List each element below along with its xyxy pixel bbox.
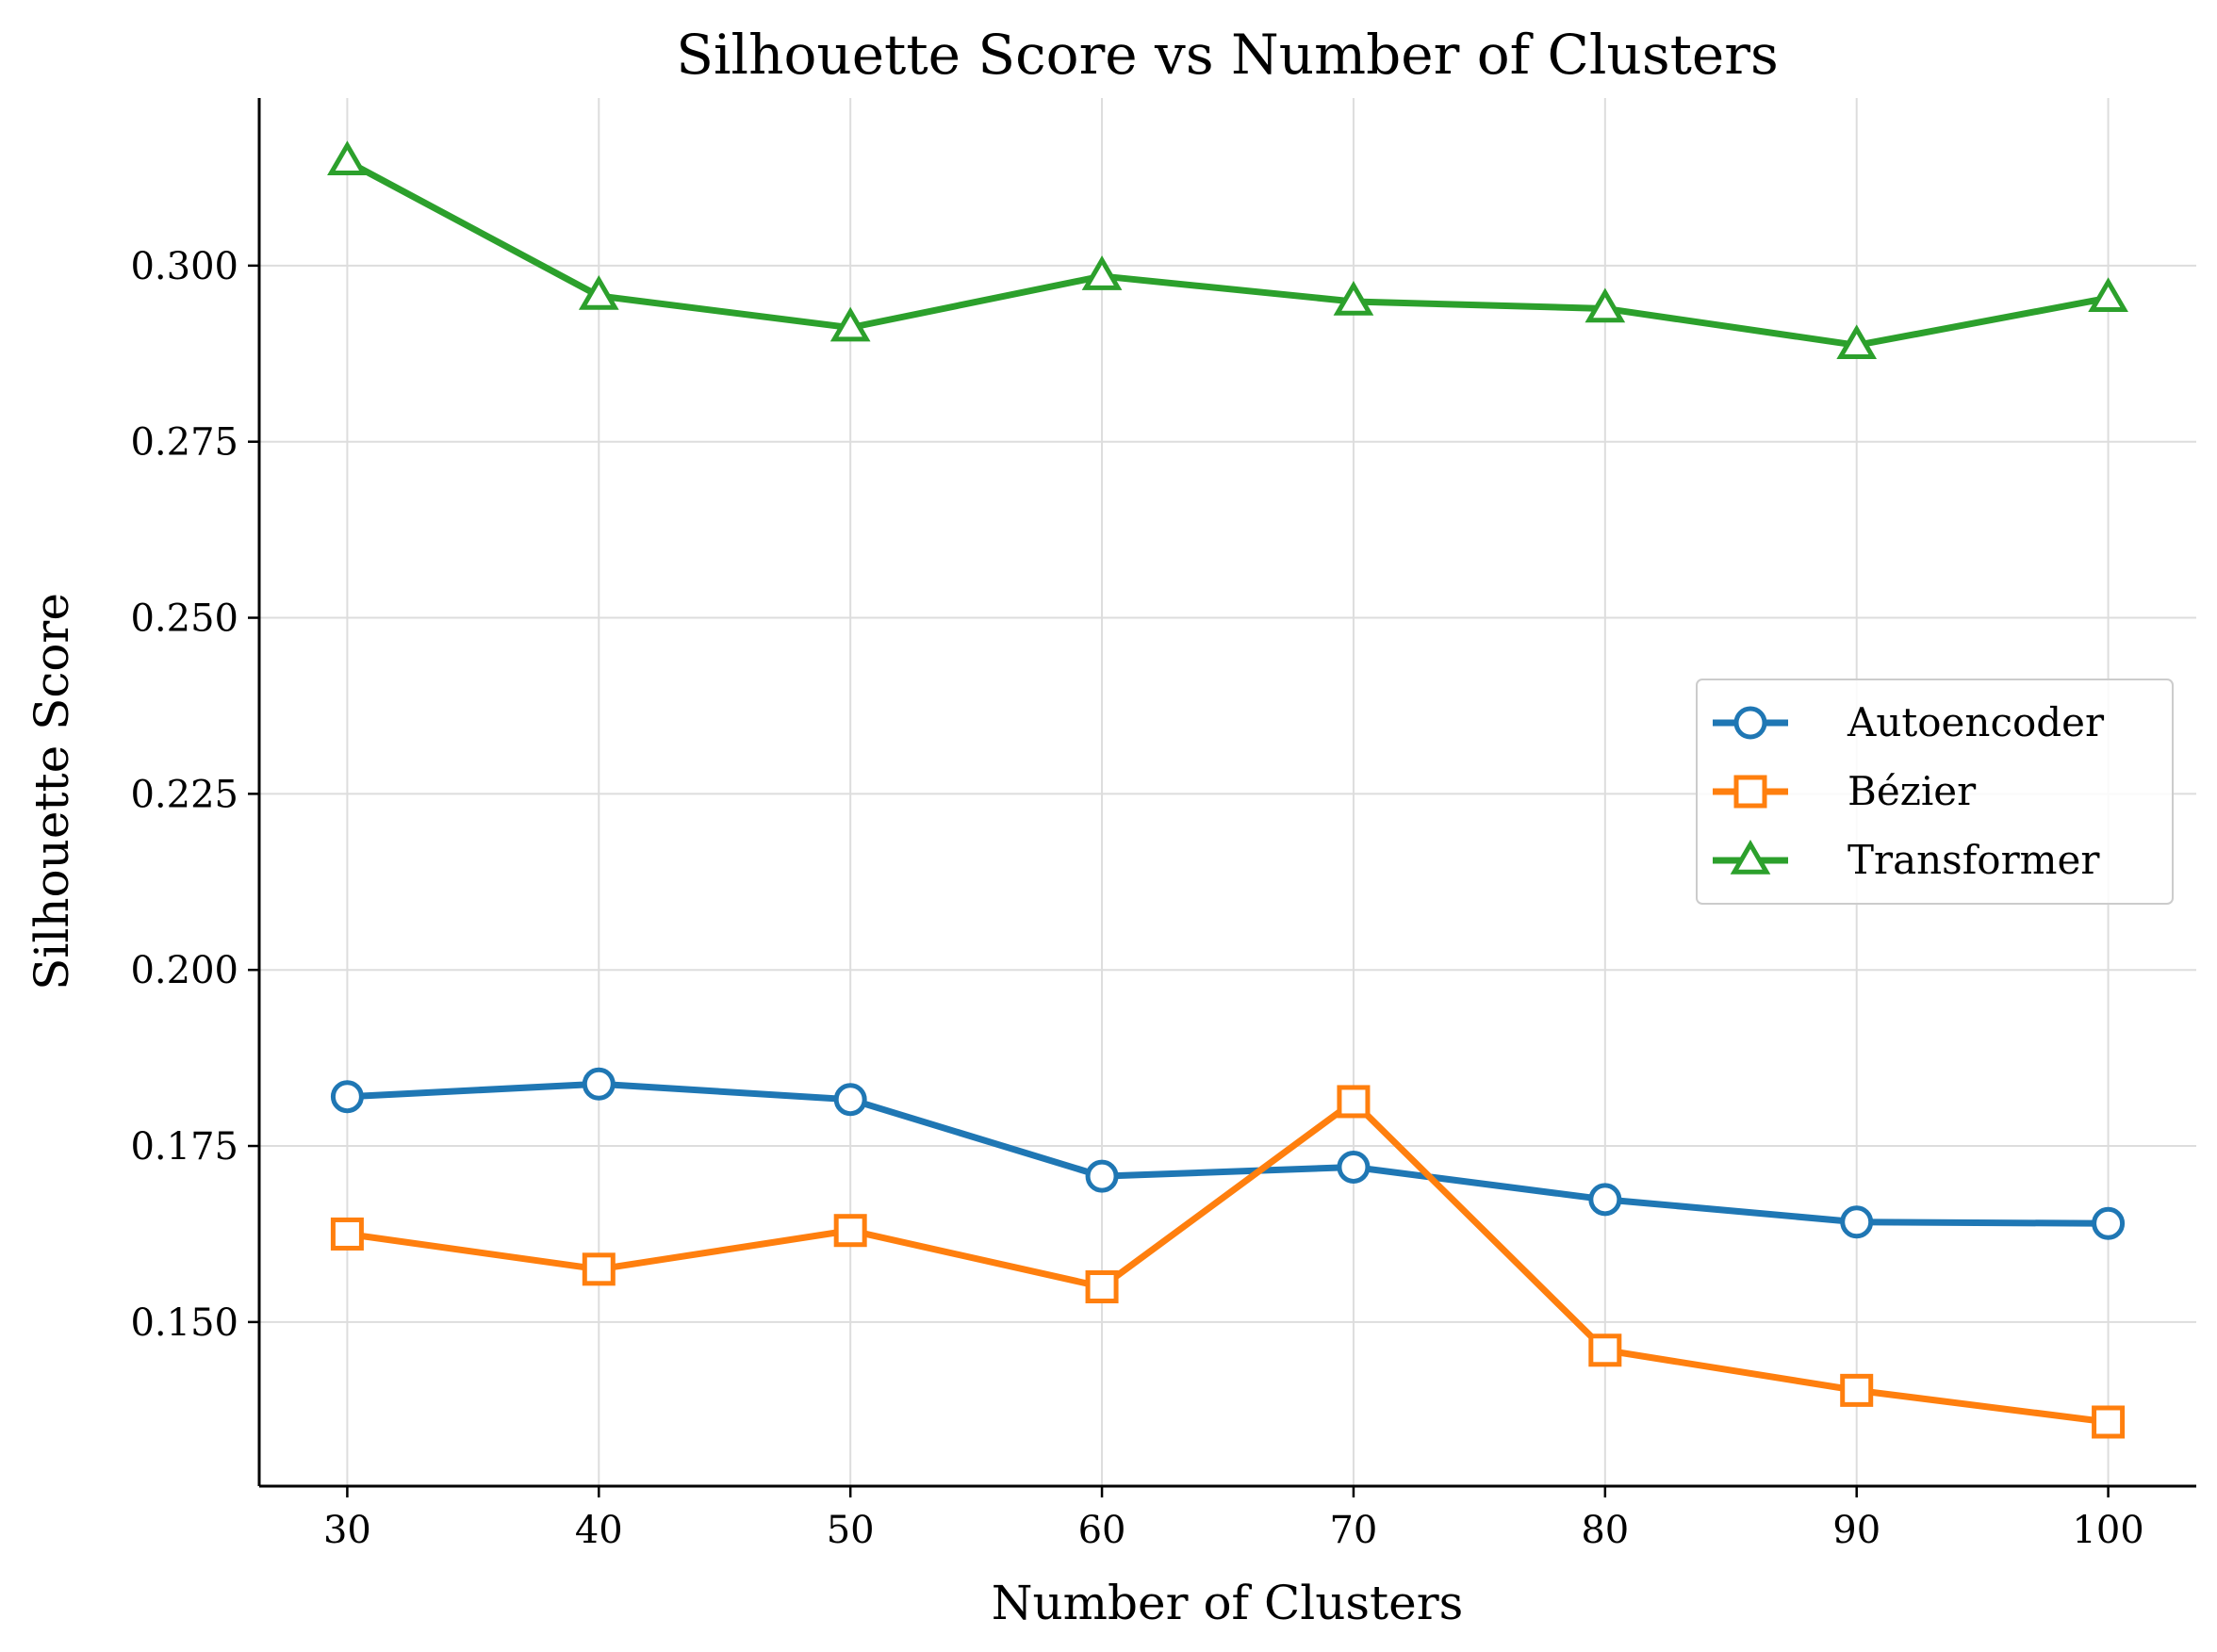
data-point [1585, 287, 1626, 323]
x-axis-label: Number of Clusters [992, 1576, 1464, 1630]
data-point [330, 1080, 364, 1114]
x-tick-label: 40 [575, 1509, 623, 1552]
data-point [833, 1214, 867, 1248]
data-point [578, 275, 619, 310]
data-point [1588, 1333, 1622, 1367]
data-point [1337, 1150, 1371, 1184]
ticks: 30 40 50 60 70 80 90 100 0.150 0.175 0.200 0.225 0.2… [130, 245, 2143, 1552]
series-line [343, 1098, 2112, 1426]
y-tick-label: 0.175 [130, 1125, 238, 1169]
data-point [833, 1083, 867, 1117]
y-tick-label: 0.150 [130, 1301, 238, 1345]
y-tick-label: 0.250 [130, 597, 238, 641]
x-tick-label: 90 [1832, 1509, 1880, 1552]
legend-label: Transformer [1848, 837, 2100, 883]
data-point [829, 306, 871, 342]
grid [259, 98, 2196, 1486]
legend-entry: Bézier [1713, 768, 1977, 814]
legend-frame [1696, 679, 2174, 905]
chart-title: Silhouette Score vs Number of Clusters [676, 23, 1778, 87]
series-line [343, 157, 2112, 349]
y-tick-label: 0.275 [130, 421, 238, 465]
legend-entry: Autoencoder [1713, 699, 2105, 745]
data-point [330, 1217, 364, 1251]
legend-label: Bézier [1848, 768, 1977, 814]
x-tick-label: 30 [323, 1509, 371, 1552]
data-point [2088, 277, 2128, 312]
data-point [582, 1067, 616, 1101]
legend-marker [1730, 840, 1771, 875]
data-point [2092, 1405, 2126, 1439]
data-point [2092, 1206, 2126, 1240]
y-tick-label: 0.225 [130, 773, 238, 816]
y-tick-label: 0.300 [130, 245, 238, 288]
legend-label: Autoencoder [1847, 699, 2105, 745]
series-b-zier [330, 1085, 2126, 1439]
data-point [582, 1252, 616, 1286]
data-point [1081, 255, 1123, 290]
axes [257, 98, 2196, 1488]
data-point [1333, 281, 1374, 316]
data-point [1085, 1159, 1119, 1193]
data-point [1840, 1205, 1874, 1239]
y-axis-label: Silhouette Score [25, 593, 79, 990]
data-point [1836, 324, 1878, 360]
series-layer [327, 140, 2128, 1439]
legend: Autoencoder Bézier Transformer [1696, 679, 2174, 905]
data-point [1085, 1270, 1119, 1304]
x-tick-label: 80 [1581, 1509, 1629, 1552]
legend-marker [1733, 775, 1767, 809]
x-tick-label: 60 [1078, 1509, 1126, 1552]
data-point [1588, 1183, 1622, 1217]
x-tick-label: 100 [2072, 1509, 2143, 1552]
data-point [1840, 1373, 1874, 1407]
series-transformer [327, 140, 2128, 360]
y-tick-label: 0.200 [130, 949, 238, 992]
series-line [343, 1080, 2112, 1227]
series-autoencoder [330, 1067, 2126, 1240]
legend-entry: Transformer [1713, 837, 2100, 883]
x-tick-label: 70 [1329, 1509, 1377, 1552]
data-point [327, 140, 368, 176]
x-tick-label: 50 [827, 1509, 875, 1552]
data-point [1337, 1085, 1371, 1119]
legend-marker [1733, 706, 1767, 740]
